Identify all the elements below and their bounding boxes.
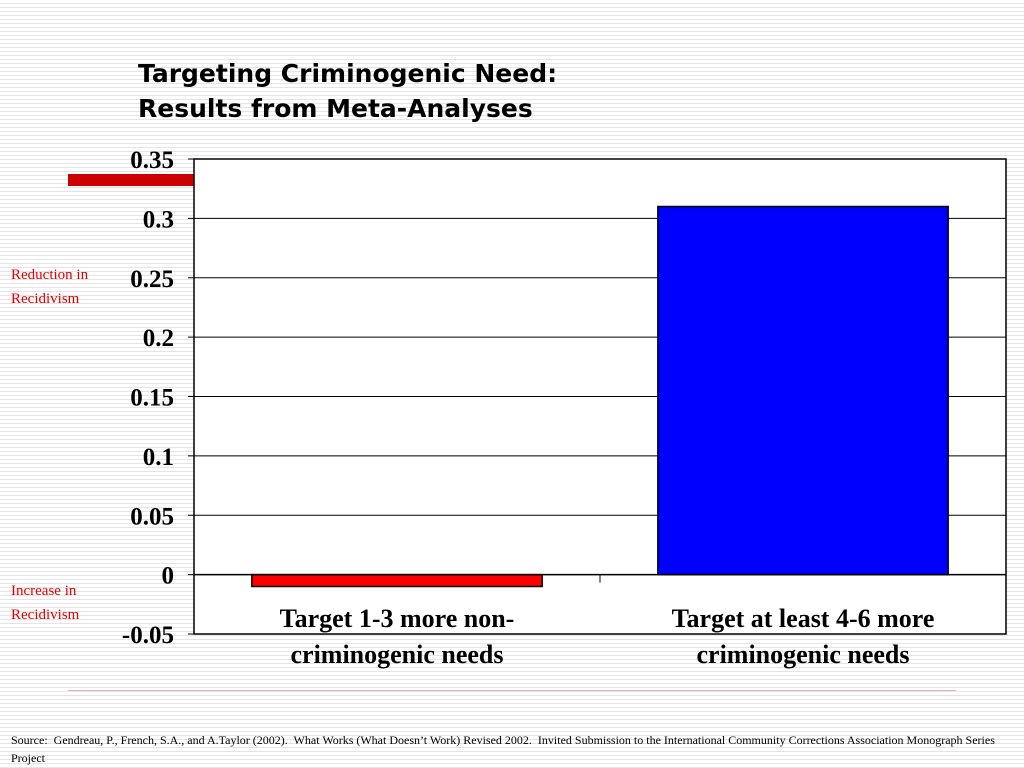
reduction-label-line-2: Recidivism	[11, 291, 80, 307]
increase-in-recidivism-label: Increase in Recidivism	[11, 579, 79, 627]
plot-frame	[193, 158, 1007, 635]
y-tick-label: 0.3	[143, 206, 174, 233]
x-tick-label-line: criminogenic needs	[696, 640, 909, 669]
bar	[251, 573, 543, 588]
x-tick-label: Target at least 4-6 more criminogenic nee…	[672, 604, 935, 669]
bar	[657, 205, 949, 576]
chart-title: Targeting Criminogenic Need: Results fro…	[138, 56, 557, 126]
chart-title-line-1: Targeting Criminogenic Need:	[138, 59, 558, 88]
y-tick-label: 0.35	[130, 147, 174, 174]
bar-chart: -0.05 0 0.05 0.1 0.15 0.2 0.25 0.3 0.35 Target 1…	[122, 147, 1007, 669]
reduction-in-recidivism-label: Reduction in Recidivism	[11, 263, 88, 311]
x-tick-label-line: criminogenic needs	[290, 640, 503, 669]
x-tick-label-line: Target 1-3 more non-	[280, 604, 515, 633]
x-tick-label: Target 1-3 more non-criminogenic needs	[280, 604, 515, 669]
y-tick-label: 0.1	[143, 444, 174, 471]
accent-bar	[68, 174, 194, 186]
chart-title-line-2: Results from Meta-Analyses	[138, 94, 533, 123]
increase-label-line-2: Recidivism	[11, 607, 80, 623]
y-tick-label: 0.2	[143, 325, 174, 352]
axes	[188, 158, 1007, 635]
x-tick-labels: Target 1-3 more non-criminogenic needsTa…	[280, 604, 935, 669]
y-tick-labels: -0.05 0 0.05 0.1 0.15 0.2 0.25 0.3 0.35	[122, 147, 174, 649]
y-tick-label: 0.05	[130, 503, 174, 530]
x-tick-label-line: Target at least 4-6 more	[672, 604, 935, 633]
y-tick-label: 0	[162, 563, 175, 590]
y-tick-label: 0.25	[130, 266, 174, 293]
reduction-label-line-1: Reduction in	[11, 267, 89, 283]
bars	[251, 205, 949, 588]
source-citation: Source: Gendreau, P., French, S.A., and …	[11, 733, 998, 765]
y-tick-label: -0.05	[122, 622, 174, 649]
y-tick-label: 0.15	[130, 385, 174, 412]
footer-divider	[68, 690, 956, 691]
increase-label-line-1: Increase in	[11, 583, 77, 599]
